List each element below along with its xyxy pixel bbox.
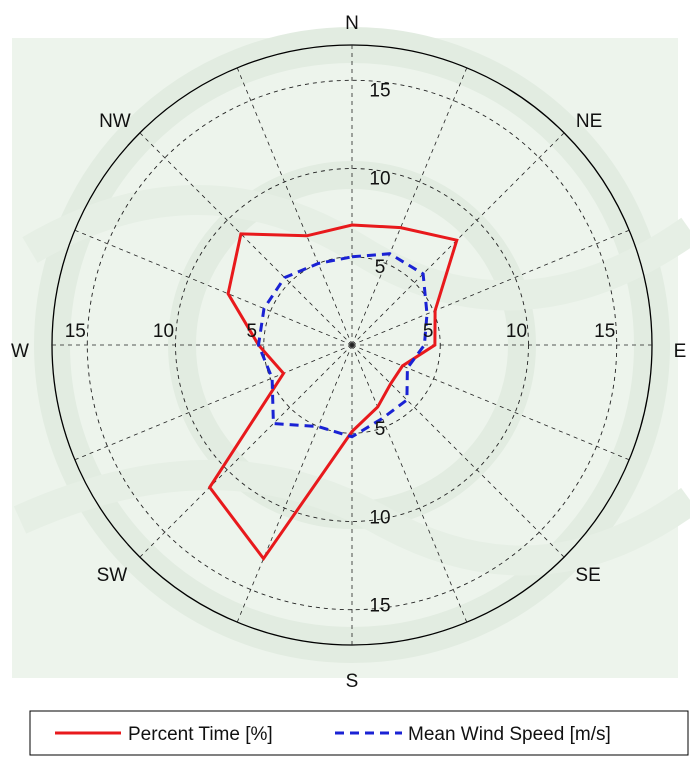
tick-label-10-90: 10	[506, 321, 527, 342]
tick-label-15-90: 15	[594, 321, 615, 342]
direction-label-nw: NW	[99, 111, 131, 132]
direction-label-s: S	[346, 671, 359, 692]
spoke-5	[351, 344, 630, 461]
spoke-6	[351, 344, 565, 558]
axis-labels: 5 5 5 5 10 10 10 10 15 15 15 15 N NE E SE S SW W NW	[11, 13, 686, 692]
spoke-9	[236, 344, 353, 623]
tick-label-5-180: 5	[375, 419, 386, 440]
spoke-7	[351, 344, 468, 623]
direction-label-sw: SW	[97, 565, 128, 586]
tick-label-15-180: 15	[369, 596, 390, 617]
direction-label-w: W	[11, 341, 29, 362]
tick-label-5-0: 5	[375, 257, 386, 278]
direction-label-se: SE	[575, 565, 600, 586]
spoke-14	[139, 132, 353, 346]
tick-label-15-270: 15	[65, 321, 86, 342]
direction-label-e: E	[674, 341, 687, 362]
spoke-11	[74, 344, 353, 461]
spoke-1	[351, 67, 468, 346]
spoke-2	[351, 132, 565, 346]
tick-label-10-180: 10	[369, 508, 390, 529]
tick-label-5-270: 5	[247, 321, 258, 342]
legend: Percent Time [%] Mean Wind Speed [m/s]	[29, 710, 689, 756]
legend-label-0: Percent Time [%]	[128, 724, 273, 745]
tick-label-10-0: 10	[369, 169, 390, 190]
polar-grid	[51, 44, 653, 646]
legend-label-1: Mean Wind Speed [m/s]	[408, 724, 611, 745]
direction-label-n: N	[345, 13, 359, 34]
spoke-13	[74, 229, 353, 346]
spoke-3	[351, 229, 630, 346]
spoke-15	[236, 67, 353, 346]
series-layer	[207, 223, 459, 562]
tick-label-15-0: 15	[369, 80, 390, 101]
tick-label-5-90: 5	[423, 321, 434, 342]
direction-label-ne: NE	[576, 111, 602, 132]
spoke-10	[139, 344, 353, 558]
tick-label-10-270: 10	[153, 321, 174, 342]
